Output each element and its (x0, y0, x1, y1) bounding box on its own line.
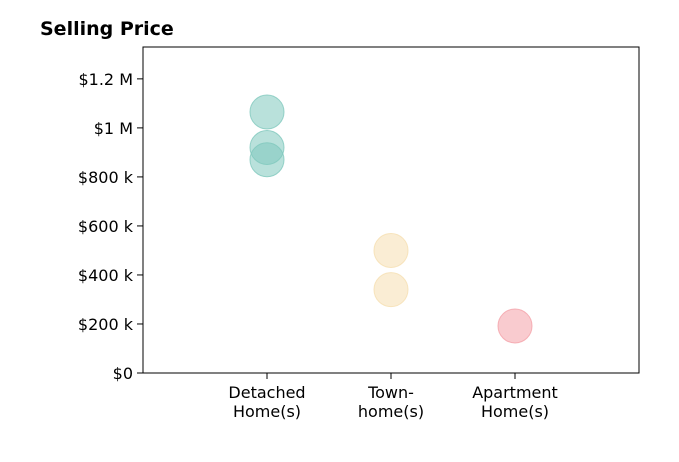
x-tick-label-line: Home(s) (233, 402, 301, 421)
y-tick-label: $800 k (78, 168, 134, 187)
data-point (373, 232, 409, 268)
x-tick-label-line: Home(s) (481, 402, 549, 421)
x-tick-label-line: Apartment (472, 383, 558, 402)
x-tick-label: Detached Home(s) (228, 383, 305, 421)
x-tick-label: Apartment Home(s) (472, 383, 558, 421)
y-tick-label: $200 k (78, 315, 134, 334)
x-tick-label: Town-home(s) (358, 383, 424, 421)
y-tick-label: $0 (113, 364, 133, 383)
y-tick-label: $600 k (78, 217, 134, 236)
data-point (373, 272, 409, 308)
plot-area-frame (142, 46, 640, 374)
x-tick-label-line: Town- (367, 383, 414, 402)
x-tick-label-line: home(s) (358, 402, 424, 421)
data-points (249, 94, 533, 344)
data-point (497, 308, 533, 344)
y-tick-label: $400 k (78, 266, 134, 285)
x-axis: Detached Home(s)Town-home(s)Apartment Home… (228, 373, 558, 421)
x-tick-label-line: Detached (228, 383, 305, 402)
chart-title: Selling Price (40, 18, 174, 40)
y-tick-label: $1 M (94, 119, 133, 138)
data-point (249, 94, 285, 130)
y-tick-label: $1.2 M (78, 70, 133, 89)
data-point (249, 142, 285, 178)
y-axis: $0 $200 k $400 k $600 k $800 k $1 M $1.2 M (78, 70, 143, 383)
